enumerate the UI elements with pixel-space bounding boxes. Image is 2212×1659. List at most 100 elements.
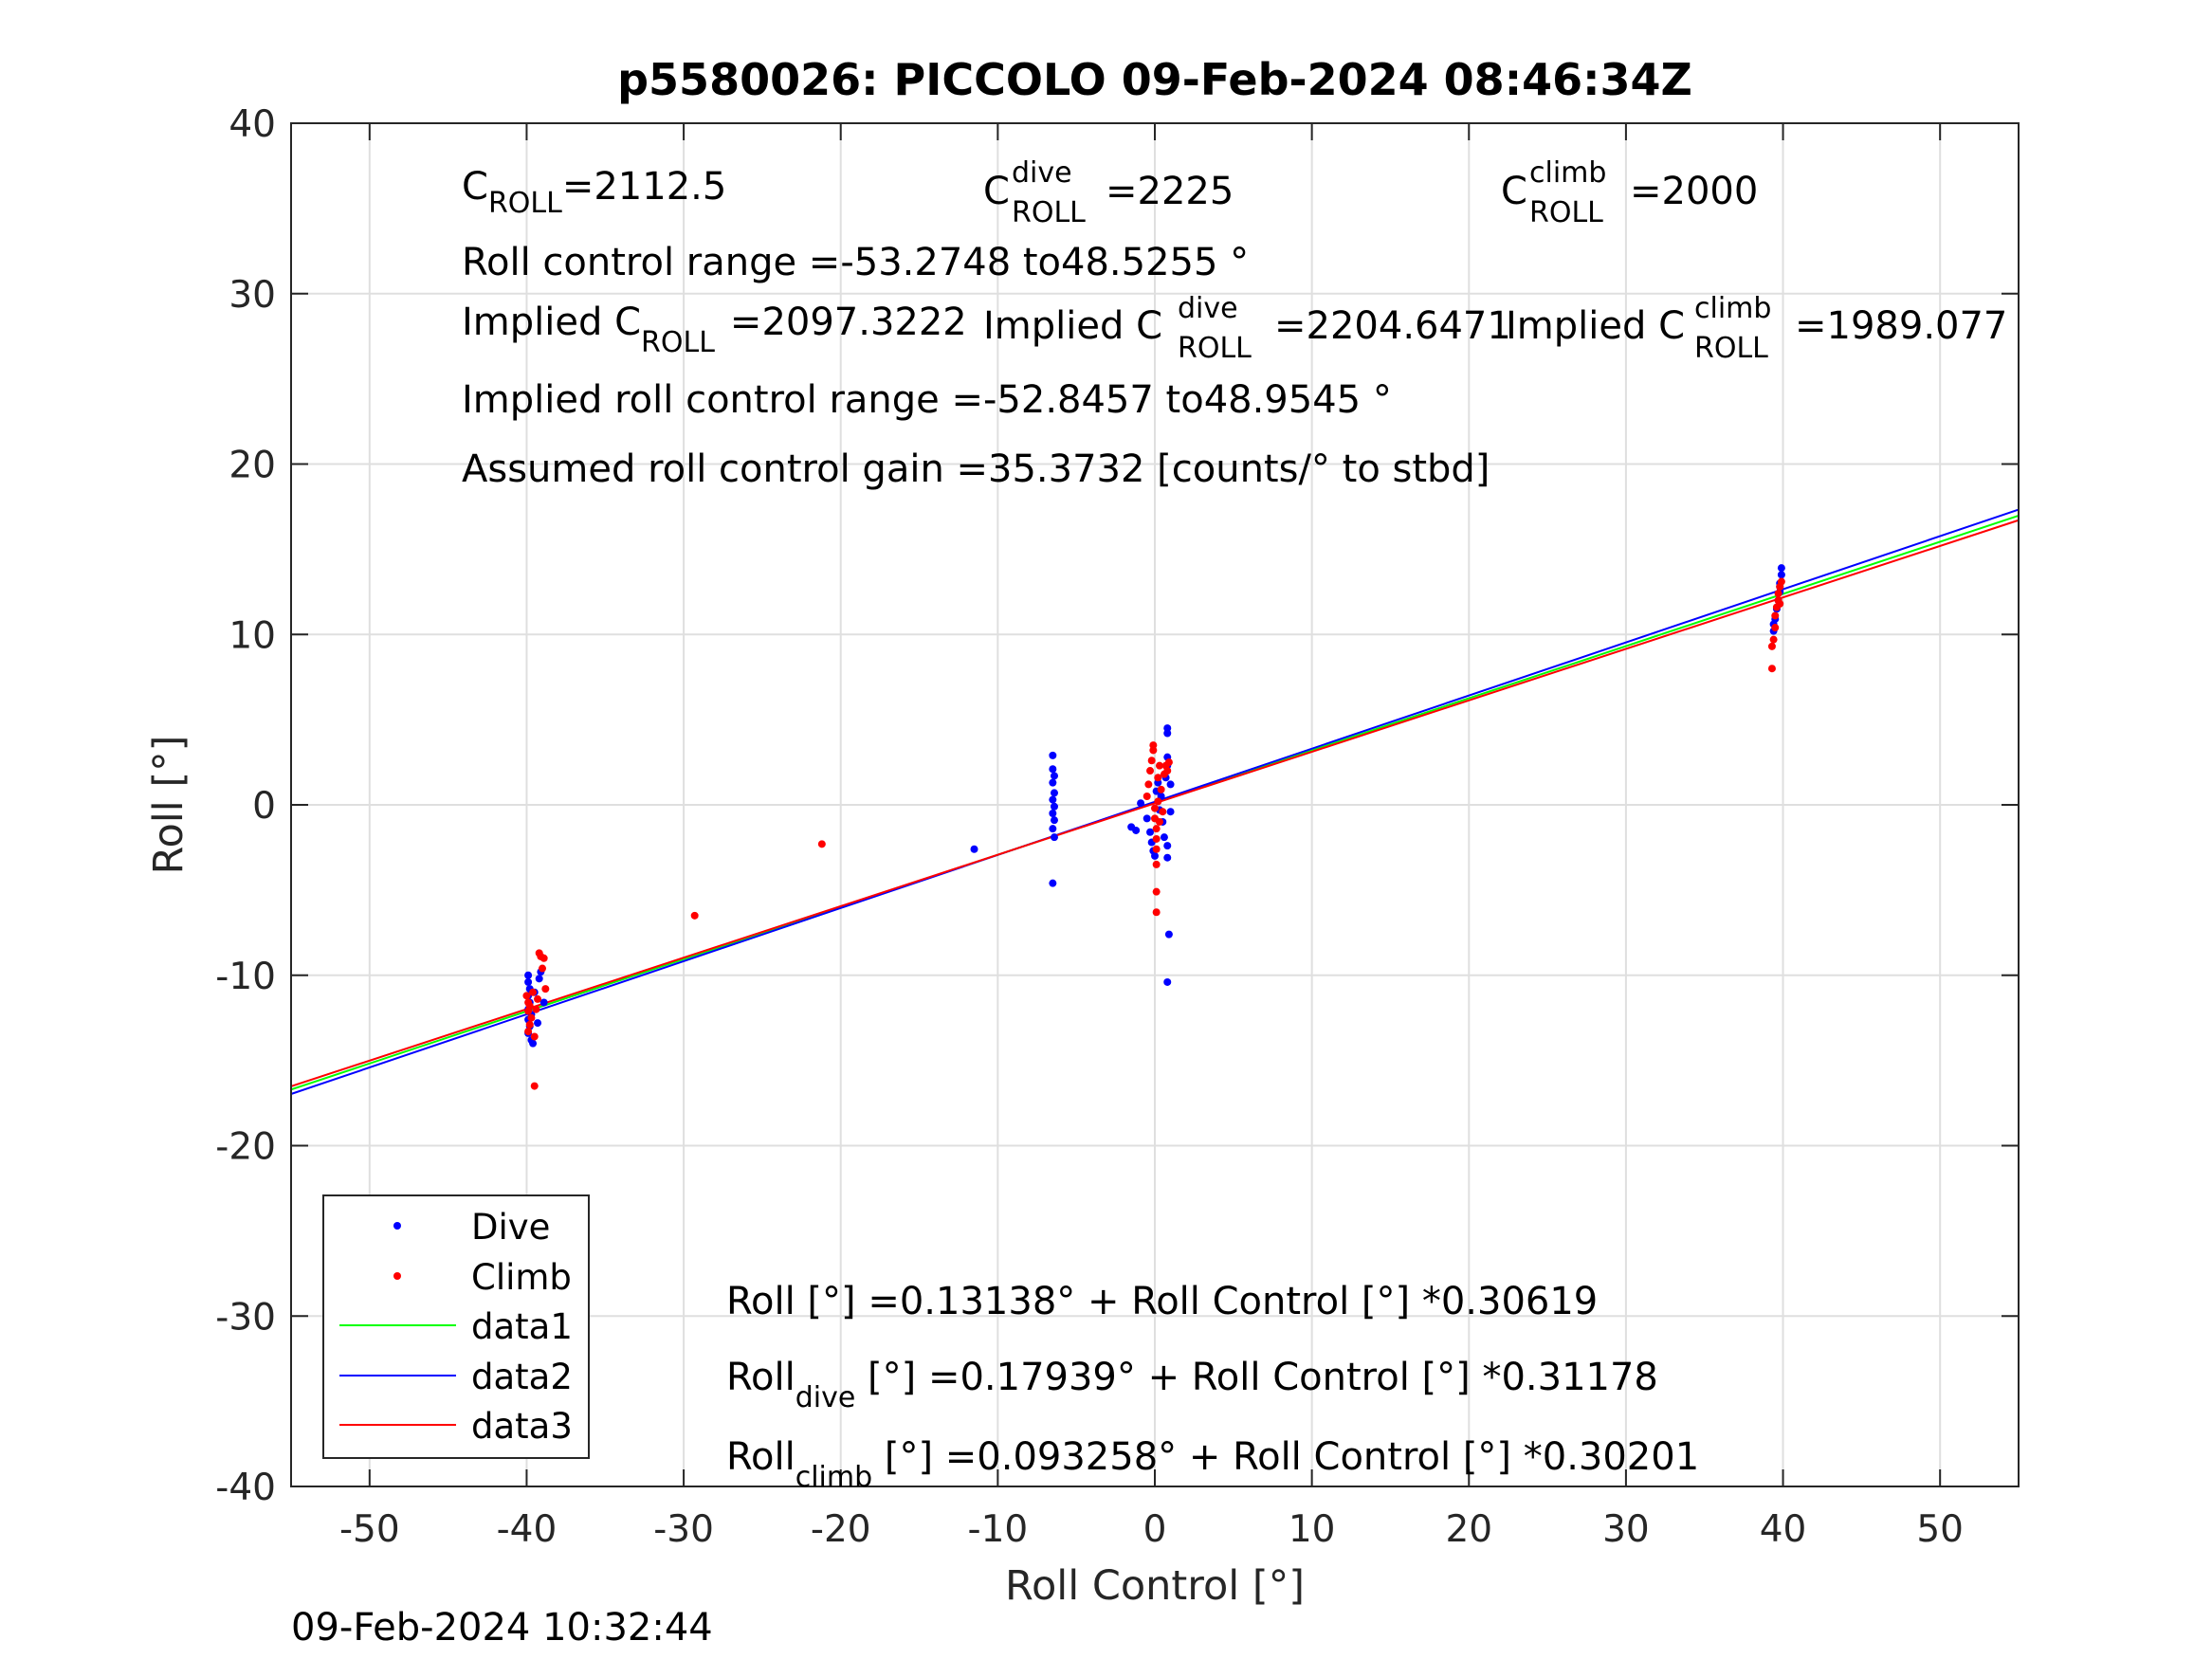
annot-c-roll-base: C (462, 165, 488, 209)
legend-label-climb: Climb (471, 1257, 572, 1298)
annot-c-roll-climb: C (1501, 170, 1527, 213)
annot-eq-dive-prefix: Roll (726, 1356, 795, 1399)
x-tick-label: 40 (1760, 1508, 1807, 1551)
dive-point (1050, 816, 1058, 825)
dive-point (534, 1019, 542, 1028)
dive-point (524, 971, 533, 979)
dive-point (1163, 977, 1172, 986)
annotations: CROLL=2112.5 C dive ROLL =2225 C climb R… (462, 156, 2007, 1494)
annot-implied-c-roll-value: =2097.3222 (730, 301, 967, 344)
climb-point (524, 1028, 533, 1036)
legend-marker-dive (393, 1222, 401, 1230)
climb-point (1163, 767, 1172, 775)
x-tick-label: -40 (497, 1508, 558, 1551)
dive-point (1160, 833, 1168, 842)
annot-c-roll: CROLL=2112.5 (462, 165, 726, 220)
climb-point (1152, 908, 1161, 917)
annot-implied-c-roll-climb-sub: ROLL (1694, 332, 1768, 365)
dive-point (535, 975, 543, 983)
annot-implied-c-roll-dive-sup: dive (1178, 292, 1238, 325)
climb-point (1147, 757, 1156, 765)
annot-eq-dive-rest: [°] =0.17939° + Roll Control [°] *0.3117… (855, 1356, 1658, 1399)
dive-point (1132, 826, 1141, 834)
dive-point (1049, 809, 1057, 817)
climb-point (1769, 635, 1778, 644)
climb-point (1146, 767, 1155, 775)
climb-point (532, 1005, 540, 1013)
x-tick-label: 30 (1602, 1508, 1650, 1551)
x-tick-label: -50 (339, 1508, 400, 1551)
dive-point (1137, 799, 1145, 808)
climb-point (1159, 808, 1167, 816)
x-tick-label: -10 (968, 1508, 1029, 1551)
dive-point (970, 845, 978, 853)
annot-c-roll-climb-sub: ROLL (1529, 196, 1603, 229)
annot-implied-c-roll-dive-sub: ROLL (1178, 332, 1252, 365)
annot-c-roll-climb-value: =2000 (1630, 170, 1758, 213)
legend-label-data1: data1 (471, 1306, 573, 1347)
dive-point (1151, 851, 1159, 860)
climb-point (1152, 845, 1161, 853)
annot-eq-climb: Rollclimb [°] =0.093258° + Roll Control … (726, 1435, 1699, 1494)
y-tick-label: 0 (252, 785, 276, 828)
annot-implied-c-roll-dive: Implied C (983, 304, 1162, 348)
climb-point (1164, 758, 1173, 767)
climb-point (1777, 577, 1785, 586)
annot-c-roll-dive-sub: ROLL (1012, 196, 1086, 229)
y-tick-label: 40 (229, 103, 276, 146)
x-tick-label: 50 (1916, 1508, 1964, 1551)
climb-point (541, 985, 550, 994)
dive-point (1146, 828, 1155, 836)
y-tick-label: 10 (229, 614, 276, 657)
climb-point (1774, 590, 1782, 598)
annot-eq-dive-sub: dive (795, 1381, 856, 1414)
y-tick-label: -40 (215, 1467, 276, 1509)
climb-point (522, 992, 531, 1000)
dive-point (529, 1039, 538, 1048)
x-tick-label: -30 (653, 1508, 714, 1551)
dive-point (1049, 879, 1057, 887)
annot-eq-climb-prefix: Roll (726, 1435, 795, 1479)
climb-point (1767, 665, 1776, 673)
dive-point (1050, 833, 1058, 842)
legend: Dive Climb data1 data2 data3 (322, 1194, 590, 1459)
dive-point (1049, 765, 1057, 774)
y-tick-label: 20 (229, 445, 276, 487)
dive-point (1050, 789, 1058, 797)
annot-implied-c-roll: Implied CROLL =2097.3222 (462, 301, 967, 359)
dive-point (1166, 780, 1175, 789)
annot-c-roll-climb-sup: climb (1529, 156, 1606, 190)
dive-point (539, 998, 548, 1007)
climb-point (539, 954, 548, 962)
dive-point (1049, 825, 1057, 833)
annot-eq-all: Roll [°] =0.13138° + Roll Control [°] *0… (726, 1280, 1598, 1323)
annot-implied-c-roll-climb-sup: climb (1694, 292, 1771, 325)
dive-point (1050, 772, 1058, 780)
climb-point (1767, 642, 1776, 650)
climb-point (1152, 887, 1161, 896)
climb-point (690, 911, 699, 920)
y-tick-label: 30 (229, 274, 276, 317)
x-tick-label: 20 (1445, 1508, 1492, 1551)
legend-label-dive: Dive (471, 1207, 550, 1248)
annot-c-roll-dive: C (983, 170, 1010, 213)
y-tick-label: -10 (215, 956, 276, 998)
dive-point (1163, 853, 1172, 862)
annot-implied-c-roll-climb: Implied C (1506, 304, 1685, 348)
climb-point (527, 1013, 536, 1022)
climb-point (1154, 797, 1162, 806)
dive-point (1166, 808, 1175, 816)
annot-gain: Assumed roll control gain =35.3732 [coun… (462, 447, 1490, 491)
climb-point (1144, 780, 1153, 789)
y-tick-label: -20 (215, 1126, 276, 1169)
annot-implied-c-roll-dive-value: =2204.6471 (1274, 304, 1511, 348)
dive-point (1050, 802, 1058, 811)
annot-c-roll-dive-sup: dive (1012, 156, 1072, 190)
dive-point (1777, 571, 1785, 579)
annot-implied-c-roll-prefix: Implied C (462, 301, 641, 344)
climb-point (1157, 785, 1165, 793)
climb-point (1155, 817, 1163, 826)
annot-eq-dive: Rolldive [°] =0.17939° + Roll Control [°… (726, 1356, 1658, 1414)
legend-label-data2: data2 (471, 1357, 573, 1397)
annot-implied-c-roll-climb-value: =1989.077 (1795, 304, 2007, 348)
